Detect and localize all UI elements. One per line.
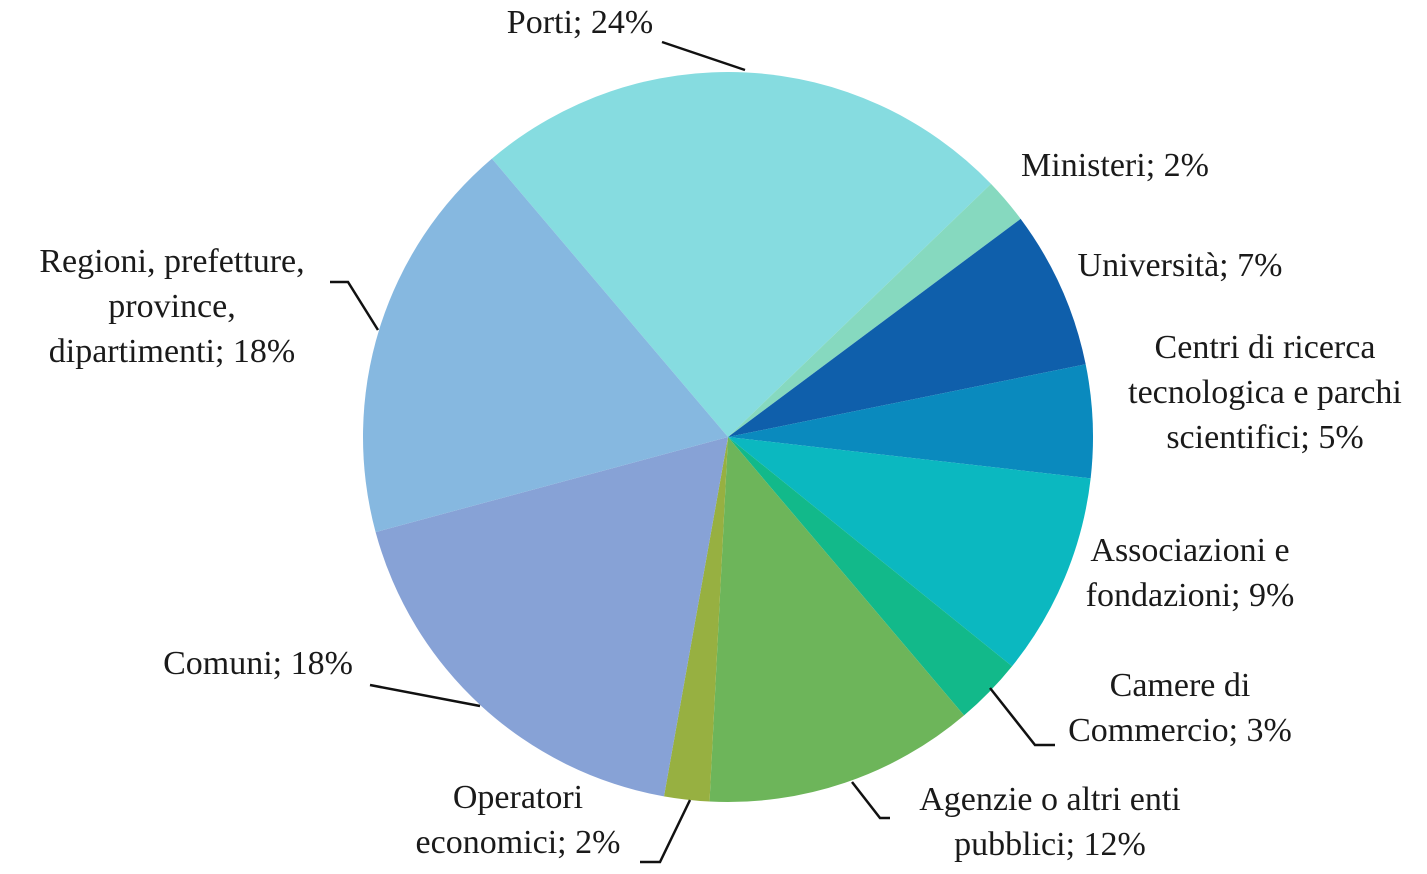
slice-label-line: Comuni; 18% [163, 645, 353, 682]
pie-slice [362, 158, 728, 533]
slice-label: Operatori economici; 2% [416, 779, 621, 861]
slice-label-line: Ministeri; 2% [1021, 147, 1209, 184]
slice-label-line: scientifici; 5% [1166, 419, 1363, 456]
slice-label-line: economici; 2% [416, 824, 621, 861]
slice-label: Università; 7% [1078, 247, 1283, 284]
slice-label-line: tecnologica e parchi [1128, 374, 1402, 411]
slice-label-line: fondazioni; 9% [1086, 577, 1295, 614]
pie-slice [728, 218, 1086, 437]
slice-label-line: Associazioni e [1090, 532, 1289, 569]
slice-label-line: pubblici; 12% [954, 826, 1146, 863]
slice-label-line: Centri di ricerca [1155, 329, 1376, 366]
slice-label-line: dipartimenti; 18% [49, 333, 295, 370]
slice-label: Porti; 24% [507, 4, 653, 41]
slice-label: Camere di Commercio; 3% [1068, 667, 1292, 749]
slice-label: Comuni; 18% [163, 645, 353, 682]
slice-label: Centri di ricerca tecnologica e parchi sci… [1128, 329, 1402, 456]
slice-label-line: Camere di [1110, 667, 1251, 704]
slice-label-line: Università; 7% [1078, 247, 1283, 284]
slice-label-line: Commercio; 3% [1068, 712, 1292, 749]
leader-line [851, 781, 890, 820]
pie-slice [491, 71, 992, 437]
slice-label-line: Porti; 24% [507, 4, 653, 41]
pie-slice [728, 183, 1021, 437]
leader-line [989, 687, 1055, 747]
pie-slice [728, 437, 1091, 667]
slice-label: Ministeri; 2% [1021, 147, 1209, 184]
pie-slice [709, 437, 965, 803]
slice-label-line: Regioni, prefetture, [39, 243, 304, 280]
slice-label: Agenzie o altri enti pubblici; 12% [919, 781, 1181, 863]
leader-line [661, 40, 746, 72]
slice-label-line: Operatori [453, 779, 583, 816]
leader-line [640, 799, 692, 864]
pie-slice [663, 437, 728, 802]
leader-line [369, 683, 481, 708]
pie-slice [728, 364, 1093, 479]
leader-line [330, 280, 380, 331]
slice-label-line: Agenzie o altri enti [919, 781, 1181, 818]
slice-label: Associazioni e fondazioni; 9% [1086, 532, 1295, 614]
pie-slice [375, 437, 728, 797]
slice-label: Regioni, prefetture, province, dipartiment… [39, 243, 304, 370]
pie-slice [728, 437, 1013, 716]
slice-label-line: province, [108, 288, 235, 325]
